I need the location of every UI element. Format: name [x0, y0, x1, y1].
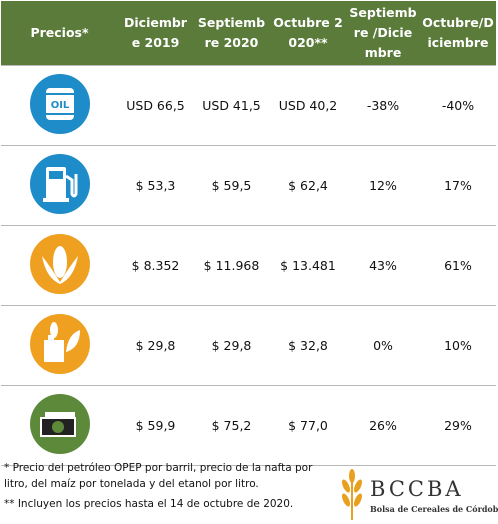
icon-cell — [1, 385, 118, 466]
cell: 10% — [420, 305, 496, 386]
cell: $ 8.352 — [118, 225, 193, 306]
header-cell: Precios* — [1, 1, 118, 66]
cell: $ 77,0 — [270, 385, 346, 466]
cell: $ 29,8 — [193, 305, 270, 386]
icon-cell — [1, 145, 118, 226]
icon-cell — [1, 225, 118, 306]
header-cell: Septiembre 2020 — [193, 1, 270, 66]
cell: $ 62,4 — [270, 145, 346, 226]
cell: 43% — [346, 225, 420, 306]
header-cell: Septiembre /Diciembre — [346, 1, 420, 66]
fuel-icon — [29, 154, 90, 214]
cell: USD 66,5 — [118, 65, 193, 146]
cell: 29% — [420, 385, 496, 466]
cell: $ 32,8 — [270, 305, 346, 386]
row: $ 53,3 $ 59,5 $ 62,4 12% 17% — [1, 145, 496, 226]
icon-cell: OIL — [1, 65, 118, 146]
row: $ 59,9 $ 75,2 $ 77,0 26% 29% — [1, 385, 496, 466]
cell: $ 11.968 — [193, 225, 270, 306]
cell: $ 29,8 — [118, 305, 193, 386]
footnote: ** Incluyen los precios hasta el 14 de o… — [4, 498, 294, 510]
cell: -38% — [346, 65, 420, 146]
icon-label: OIL — [50, 100, 69, 111]
logo-subtitle: Bolsa de Cereales de Córdoba — [370, 504, 498, 514]
cell: 0% — [346, 305, 420, 386]
footnotes: * Precio del petróleo OPEP por barril, p… — [4, 460, 339, 516]
corn-icon — [29, 234, 90, 294]
logo: BCCBA Bolsa de Cereales de Córdoba — [341, 469, 498, 520]
footnote: * Precio del petróleo OPEP por barril, p… — [4, 462, 313, 490]
logo-name: BCCBA — [370, 477, 464, 501]
cell: $ 75,2 — [193, 385, 270, 466]
cell: $ 13.481 — [270, 225, 346, 306]
price-table: Precios* Diciembre 2019 Septiembre 2020 … — [1, 1, 496, 466]
ethanol-icon — [29, 314, 90, 374]
cell: -40% — [420, 65, 496, 146]
header-row: Precios* Diciembre 2019 Septiembre 2020 … — [1, 1, 496, 66]
row: OIL USD 66,5 USD 41,5 USD 40,2 -38% -40% — [1, 65, 496, 146]
row: $ 8.352 $ 11.968 $ 13.481 43% 61% — [1, 225, 496, 306]
header-cell: Octubre 2020** — [270, 1, 346, 66]
header-cell: Octubre/Diciembre — [420, 1, 496, 66]
header-cell: Diciembre 2019 — [118, 1, 193, 66]
cell: $ 59,5 — [193, 145, 270, 226]
cell: 17% — [420, 145, 496, 226]
cell: USD 40,2 — [270, 65, 346, 146]
oil-icon: OIL — [29, 74, 90, 134]
row: $ 29,8 $ 29,8 $ 32,8 0% 10% — [1, 305, 496, 386]
cell: 12% — [346, 145, 420, 226]
money-icon — [29, 394, 90, 454]
icon-cell — [1, 305, 118, 386]
cell: USD 41,5 — [193, 65, 270, 146]
cell: $ 59,9 — [118, 385, 193, 466]
cell: 61% — [420, 225, 496, 306]
cell: 26% — [346, 385, 420, 466]
cell: $ 53,3 — [118, 145, 193, 226]
